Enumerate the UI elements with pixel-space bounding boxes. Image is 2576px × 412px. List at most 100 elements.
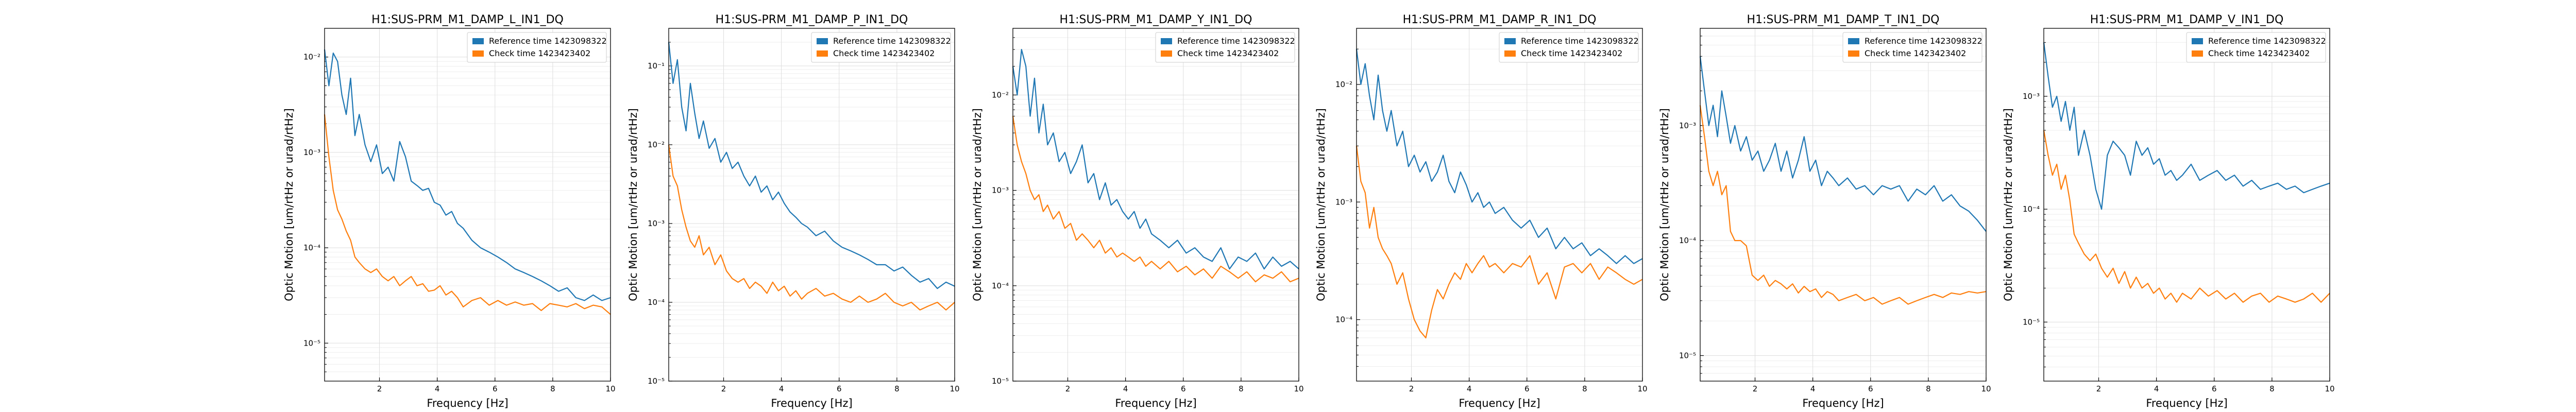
x-tick-label: 8 [894,384,900,393]
x-axis-label: Frequency [Hz] [2146,397,2227,409]
x-tick-label: 10 [605,384,615,393]
x-tick-label: 4 [435,384,440,393]
x-tick-label: 6 [1524,384,1530,393]
y-tick-label: 10⁻³ [303,148,320,157]
legend-swatch [472,38,484,44]
legend-box [2186,32,2326,63]
chart-title: H1:SUS-PRM_M1_DAMP_T_IN1_DQ [1747,13,1940,26]
plot-frame [1012,28,1299,382]
y-axis-label: Optic Motion [um/rtHz or urad/rtHz] [627,108,639,301]
plot-frame [324,28,611,382]
x-axis-label: Frequency [Hz] [1459,397,1540,409]
legend-swatch [817,50,828,57]
legend-swatch [1848,50,1859,57]
plot-frame [668,28,955,382]
chart-panel-3: 10⁻² 10⁻³ 10⁻⁴ 10⁻⁵ 2 4 6 8 10 H1:SUS-PRM_M1_DAMP… [971,13,1304,409]
legend-swatch [1161,38,1172,44]
y-tick-label: 10⁻⁵ [2023,317,2040,327]
x-axis-label: Frequency [Hz] [771,397,852,409]
y-tick-label: 10⁻³ [992,186,1009,195]
legend-label: Check time 1423423402 [833,48,935,58]
legend: Reference time 1423098322 Check time 1423… [467,32,607,63]
y-tick-label: 10⁻² [992,90,1009,99]
legend: Reference time 1423098322 Check time 1423… [1842,32,1982,63]
y-tick-label: 10⁻² [1335,80,1352,89]
series-line-check [1699,105,1987,305]
legend-label: Check time 1423423402 [2208,48,2310,58]
legend-swatch [1504,50,1516,57]
y-tick-label: 10⁻⁴ [1679,236,1696,245]
legend-swatch [2192,50,2203,57]
series-line-reference [1012,48,1299,270]
legend-box [1155,32,1295,63]
y-tick-label: 10⁻⁵ [303,338,320,348]
y-tick-label: 10⁻¹ [648,61,665,71]
chart-title: H1:SUS-PRM_M1_DAMP_P_IN1_DQ [716,13,908,26]
x-tick-label: 10 [1981,384,1991,393]
plot-frame [2043,28,2330,382]
plot-frame [1700,28,1987,382]
y-tick-label: 10⁻⁴ [1335,315,1352,324]
series-line-check [1355,146,1643,339]
series-line-check [2043,130,2330,303]
x-tick-label: 2 [1753,384,1758,393]
x-tick-label: 2 [2096,384,2102,393]
x-axis-label: Frequency [Hz] [1802,397,1884,409]
x-tick-label: 8 [1239,384,1244,393]
legend-swatch [2192,38,2203,44]
x-tick-label: 4 [779,384,784,393]
y-tick-label: 10⁻⁵ [1679,351,1696,360]
series-line-reference [324,49,611,301]
legend-label: Reference time 1423098322 [2208,36,2326,46]
legend-box [1499,32,1639,63]
series-line-reference [1355,49,1643,264]
legend: Reference time 1423098322 Check time 1423… [2186,32,2326,63]
chart-panel-6: 10⁻³ 10⁻⁴ 10⁻⁵ 2 4 6 8 10 H1:SUS-PRM_M1_DAMP_V_I… [2002,13,2335,409]
x-tick-label: 10 [2325,384,2334,393]
chart-title: H1:SUS-PRM_M1_DAMP_L_IN1_DQ [371,13,564,26]
legend-box [1842,32,1982,63]
y-axis-label: Optic Motion [um/rtHz or urad/rtHz] [2002,108,2014,301]
chart-panel-2: 10⁻¹ 10⁻² 10⁻³ 10⁻⁴ 10⁻⁵ 2 4 6 8 10 H1:SUS-PRM_M1_… [627,13,960,409]
x-tick-label: 4 [1810,384,1816,393]
x-tick-label: 2 [377,384,382,393]
y-axis-label: Optic Motion [um/rtHz or urad/rtHz] [971,108,984,301]
y-tick-label: 10⁻² [303,53,320,62]
x-tick-label: 8 [1582,384,1587,393]
y-tick-label: 10⁻⁵ [648,376,665,386]
legend-label: Check time 1423423402 [1177,48,1279,58]
x-tick-label: 4 [1467,384,1472,393]
x-tick-label: 8 [2269,384,2275,393]
legend-swatch [1161,50,1172,57]
legend-swatch [472,50,484,57]
legend: Reference time 1423098322 Check time 1423… [1499,32,1639,63]
y-axis-label: Optic Motion [um/rtHz or urad/rtHz] [1658,108,1671,301]
series-line-reference [2043,42,2330,210]
legend-swatch [817,38,828,44]
chart-panel-1: 10⁻² 10⁻³ 10⁻⁴ 10⁻⁵ 2 4 6 8 10 H1:SUS-PRM_M1_DAMP… [283,13,616,409]
x-tick-label: 2 [721,384,726,393]
x-axis-label: Frequency [Hz] [1115,397,1196,409]
legend: Reference time 1423098322 Check time 1423… [811,32,951,63]
y-axis-label: Optic Motion [um/rtHz or urad/rtHz] [1315,108,1327,301]
x-tick-label: 10 [950,384,959,393]
y-tick-label: 10⁻² [648,140,665,149]
x-tick-label: 6 [837,384,842,393]
legend-box [467,32,607,63]
x-tick-label: 10 [1637,384,1647,393]
legend-label: Check time 1423423402 [489,48,590,58]
y-tick-label: 10⁻³ [1679,121,1696,130]
series-line-check [668,144,955,311]
legend: Reference time 1423098322 Check time 1423… [1155,32,1295,63]
x-tick-label: 4 [1123,384,1128,393]
chart-title: H1:SUS-PRM_M1_DAMP_V_IN1_DQ [2090,13,2284,26]
legend-label: Reference time 1423098322 [489,36,607,46]
legend-label: Reference time 1423098322 [1865,36,1982,46]
legend-label: Reference time 1423098322 [1521,36,1639,46]
x-tick-label: 6 [1868,384,1873,393]
y-tick-label: 10⁻⁵ [992,376,1009,386]
y-tick-label: 10⁻³ [648,219,665,228]
x-tick-label: 8 [550,384,555,393]
x-axis-label: Frequency [Hz] [427,397,508,409]
